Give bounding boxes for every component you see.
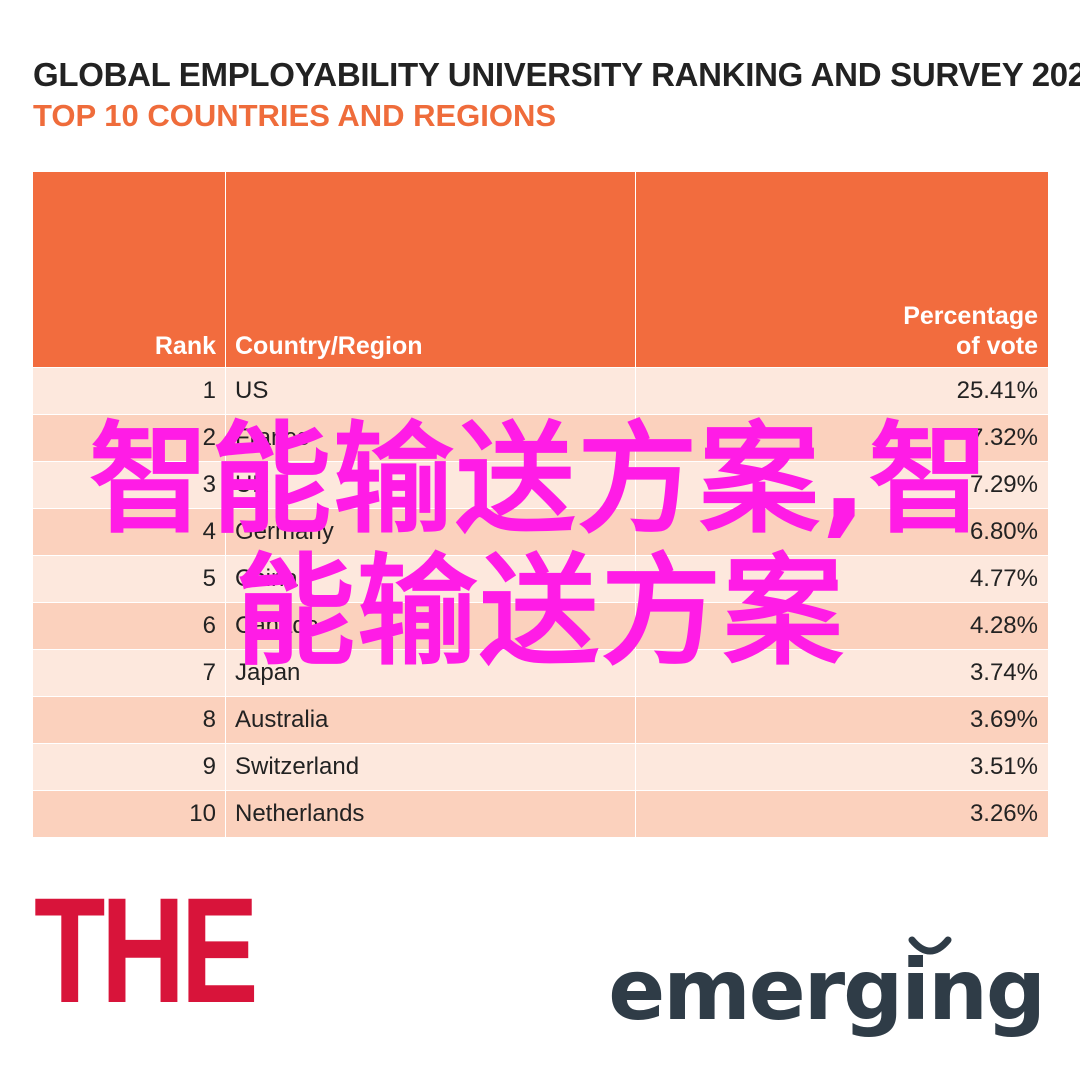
- header-percentage-line2: of vote: [956, 332, 1038, 360]
- country-cell: Switzerland: [226, 744, 636, 790]
- rank-cell: 8: [33, 697, 226, 743]
- country-cell: Japan: [226, 650, 636, 696]
- country-cell: Netherlands: [226, 791, 636, 837]
- percentage-cell: 3.51%: [969, 753, 1038, 780]
- percentage-cell: 3.69%: [969, 706, 1038, 733]
- table-row: 1 US 25.41%: [33, 367, 1048, 414]
- country-cell: China: [226, 556, 636, 602]
- chart-title: GLOBAL EMPLOYABILITY UNIVERSITY RANKING …: [33, 56, 1080, 93]
- country-cell: Australia: [226, 697, 636, 743]
- percentage-cell: 7.32%: [969, 424, 1038, 451]
- country-cell: UK: [226, 462, 636, 508]
- percentage-cell: 7.29%: [969, 471, 1038, 498]
- rank-cell: 2: [33, 415, 226, 461]
- table-row: 6 Canada 4.28%: [33, 602, 1048, 649]
- rank-cell: 4: [33, 509, 226, 555]
- ranking-table: Rank Country/Region Percentage of vote 1…: [33, 172, 1048, 837]
- country-cell: Canada: [226, 603, 636, 649]
- header-percentage-line1: Percentage: [903, 302, 1038, 330]
- table-row: 7 Japan 3.74%: [33, 649, 1048, 696]
- country-cell: US: [226, 368, 636, 414]
- header-country: Country/Region: [226, 172, 636, 367]
- header-rank: Rank: [33, 172, 226, 367]
- percentage-cell: 3.74%: [969, 659, 1038, 686]
- header-percentage: Percentage of vote: [636, 172, 1048, 367]
- rank-cell: 10: [33, 791, 226, 837]
- country-cell: France: [226, 415, 636, 461]
- rank-cell: 9: [33, 744, 226, 790]
- percentage-cell: 4.28%: [969, 612, 1038, 639]
- country-cell: Germany: [226, 509, 636, 555]
- table-row: 4 Germany 6.80%: [33, 508, 1048, 555]
- table-row: 8 Australia 3.69%: [33, 696, 1048, 743]
- rank-cell: 6: [33, 603, 226, 649]
- rank-cell: 7: [33, 650, 226, 696]
- chart-subtitle: TOP 10 COUNTRIES AND REGIONS: [33, 98, 557, 133]
- rank-cell: 1: [33, 368, 226, 414]
- percentage-cell: 3.26%: [969, 800, 1038, 827]
- the-logo: THE: [34, 866, 259, 1034]
- table-body: 1 US 25.41% 2 France 7.32% 3 UK 7.29% 4 Germany 6.8…: [33, 367, 1048, 837]
- table-header: Rank Country/Region Percentage of vote: [33, 172, 1048, 367]
- table-row: 5 China 4.77%: [33, 555, 1048, 602]
- emerging-logo: emerging: [608, 941, 1046, 1039]
- percentage-cell: 25.41%: [956, 377, 1038, 404]
- percentage-cell: 4.77%: [969, 565, 1038, 592]
- table-row: 2 France 7.32%: [33, 414, 1048, 461]
- emerging-logo-arc-icon: [908, 936, 952, 955]
- rank-cell: 5: [33, 556, 226, 602]
- table-row: 9 Switzerland 3.51%: [33, 743, 1048, 790]
- table-row: 10 Netherlands 3.26%: [33, 790, 1048, 837]
- rank-cell: 3: [33, 462, 226, 508]
- percentage-cell: 6.80%: [969, 518, 1038, 545]
- table-row: 3 UK 7.29%: [33, 461, 1048, 508]
